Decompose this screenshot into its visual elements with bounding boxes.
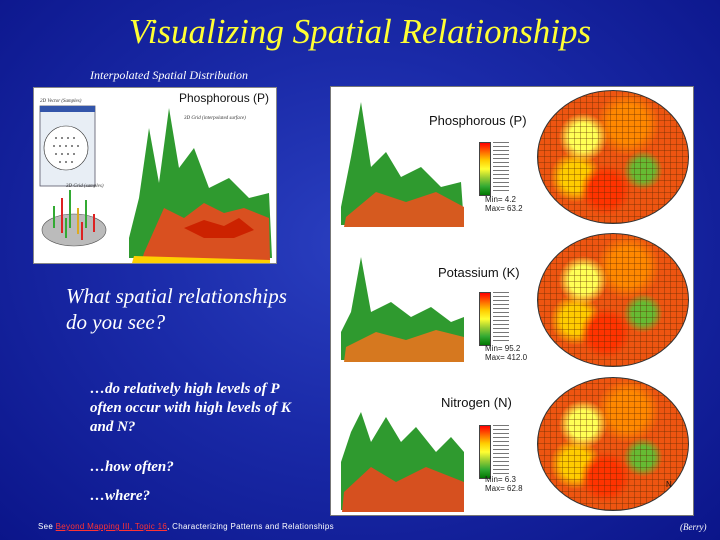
potassium-map-circle (537, 233, 689, 367)
legend-ticks-phosphorous (493, 142, 509, 194)
slide-subtitle: Interpolated Spatial Distribution (90, 68, 248, 82)
map-title-nitrogen: Nitrogen (N) (441, 395, 512, 410)
phosphorous-3d-panel: Phosphorous (P) 3D Grid (interpol (33, 87, 277, 264)
slide-title: Visualizing Spatial Relationships (128, 12, 592, 51)
legend-phosphorous (479, 142, 491, 196)
footer-suffix: , Characterizing Patterns and Relationsh… (167, 522, 334, 531)
nutrient-maps-panel: Phosphorous (P) Min= 4.2 Max= 63.2 Potas… (330, 86, 694, 516)
legend-ticks-nitrogen (493, 425, 509, 477)
bullet-high-levels: …do relatively high levels of P often oc… (90, 381, 291, 435)
footer-link[interactable]: Beyond Mapping III, Topic 16 (55, 522, 168, 531)
author-credit: (Berry) (680, 522, 707, 532)
min-nitrogen: Min= 6.3 (485, 475, 516, 484)
nitrogen-surface-3d (341, 412, 464, 512)
footer-reference: See Beyond Mapping III, Topic 16, Charac… (38, 522, 334, 531)
potassium-surface-3d (341, 257, 464, 362)
bullet-where: …where? (90, 488, 150, 504)
north-arrow-label: N (666, 480, 672, 489)
question-text: What spatial relationships do you see? (66, 284, 287, 334)
min-phosphorous: Min= 4.2 (485, 195, 516, 204)
bullet-how-often: …how often? (90, 459, 174, 475)
nitrogen-map-circle (537, 377, 689, 511)
label-vector: 2D Vector (Samples) (40, 99, 82, 104)
panel-heading: Phosphorous (P) (179, 91, 270, 105)
min-potassium: Min= 95.2 (485, 344, 521, 353)
label-interpolated: 3D Grid (interpolated surface) (184, 116, 246, 121)
legend-potassium (479, 292, 491, 346)
footer-prefix: See (38, 522, 56, 531)
phosphorous-surface-image (39, 105, 272, 263)
map-title-phosphorous: Phosphorous (P) (429, 113, 527, 128)
legend-ticks-potassium (493, 292, 509, 344)
label-samples: 3D Grid (samples) (66, 184, 104, 189)
max-potassium: Max= 412.0 (485, 353, 528, 362)
phosphorous-surface-3d (341, 102, 464, 227)
map-title-potassium: Potassium (K) (438, 265, 520, 280)
max-phosphorous: Max= 63.2 (485, 204, 523, 213)
max-nitrogen: Max= 62.8 (485, 484, 523, 493)
legend-nitrogen (479, 425, 491, 479)
phosphorous-map-circle (537, 90, 689, 224)
